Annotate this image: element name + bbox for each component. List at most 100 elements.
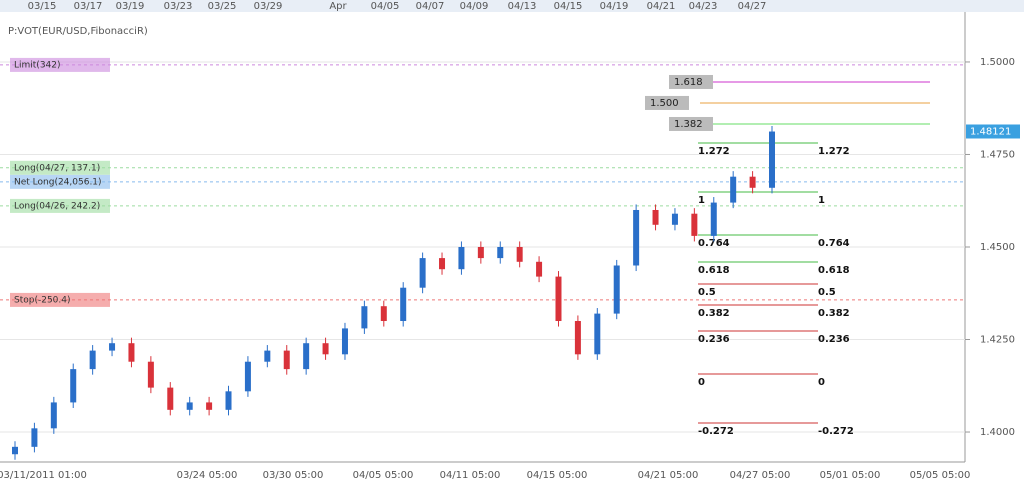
order-box xyxy=(10,160,110,175)
candle-body xyxy=(264,350,271,362)
top-label: 03/19 xyxy=(116,1,145,12)
bottom-label: 04/15 05:00 xyxy=(527,470,588,481)
y-tick-label: 1.4000 xyxy=(980,427,1015,438)
candle-body xyxy=(186,402,193,410)
candle-body xyxy=(167,387,174,410)
fib-label: 0.382 xyxy=(818,308,850,319)
top-label: 03/29 xyxy=(254,1,283,12)
last-price-label: 1.48121 xyxy=(970,126,1011,137)
candle-body xyxy=(225,391,232,410)
fib-label: -0.272 xyxy=(698,426,734,437)
bottom-label: 05/01 05:00 xyxy=(820,470,881,481)
candle-body xyxy=(477,246,484,259)
candle-body xyxy=(439,258,446,270)
order-box xyxy=(10,57,110,72)
top-label: 04/19 xyxy=(600,1,629,12)
fib-label: 0.5 xyxy=(818,287,836,298)
candle-body xyxy=(555,276,562,322)
fib-label: 1 xyxy=(818,195,825,206)
fib-label: 0.618 xyxy=(698,265,730,276)
bottom-label: 03/30 05:00 xyxy=(263,470,324,481)
candle-body xyxy=(458,246,465,270)
order-label: Net Long(24,056.1) xyxy=(14,177,102,187)
fib-label: 1.618 xyxy=(674,77,703,88)
bottom-label: 04/27 05:00 xyxy=(730,470,791,481)
top-label: 04/07 xyxy=(416,1,445,12)
fib-box xyxy=(669,116,713,131)
order-label: Limit(342) xyxy=(14,60,61,70)
bottom-label: 04/05 05:00 xyxy=(353,470,414,481)
order-label: Long(04/26, 242.2) xyxy=(14,201,100,211)
last-price-box xyxy=(966,124,1020,139)
top-label: 03/25 xyxy=(208,1,237,12)
candle-body xyxy=(50,402,57,429)
fib-box xyxy=(669,74,713,89)
fib-label: 1.382 xyxy=(674,119,703,130)
candle-body xyxy=(244,361,251,392)
candle-body xyxy=(12,446,18,455)
candle-body xyxy=(303,343,310,370)
order-box xyxy=(10,198,110,213)
candle-body xyxy=(516,246,523,262)
indicator-label: P:VOT(EUR/USD,FibonacciR) xyxy=(8,26,148,37)
candle-body xyxy=(730,176,737,203)
candle-body xyxy=(283,350,290,370)
order-label: Stop(-250.4) xyxy=(14,295,71,305)
bottom-label: 03/24 05:00 xyxy=(177,470,238,481)
fib-label: 1.500 xyxy=(650,98,679,109)
candle-body xyxy=(633,209,640,266)
fib-label: 0.618 xyxy=(818,265,850,276)
candle-body xyxy=(109,343,116,351)
top-label: 03/23 xyxy=(164,1,193,12)
top-label: 04/15 xyxy=(554,1,583,12)
top-label: Apr xyxy=(329,1,347,12)
fib-label: -0.272 xyxy=(818,426,854,437)
candle-body xyxy=(147,361,154,388)
bottom-label: 04/11 05:00 xyxy=(440,470,501,481)
candle-body xyxy=(206,402,213,410)
candle-body xyxy=(341,328,348,355)
top-label: 04/13 xyxy=(508,1,537,12)
candle-body xyxy=(31,428,38,447)
candle-body xyxy=(769,131,775,188)
y-tick-label: 1.4250 xyxy=(980,335,1015,346)
bottom-label: 03/11/2011 01:00 xyxy=(0,470,87,481)
candle-body xyxy=(128,343,135,362)
order-box xyxy=(10,292,110,307)
candle-body xyxy=(594,313,601,355)
candle-body xyxy=(691,213,698,236)
fib-label: 1 xyxy=(698,195,705,206)
y-tick-label: 1.4750 xyxy=(980,149,1015,160)
fib-label: 0.764 xyxy=(818,238,850,249)
candle-body xyxy=(361,306,368,329)
top-label: 04/21 xyxy=(647,1,676,12)
candle-body xyxy=(749,176,756,188)
candle-body xyxy=(322,343,329,355)
candle-body xyxy=(671,213,678,225)
fib-label: 0.764 xyxy=(698,238,730,249)
fib-label: 0.236 xyxy=(698,334,730,345)
candle-body xyxy=(400,287,407,322)
fib-label: 0 xyxy=(698,377,705,388)
candle-body xyxy=(536,261,543,277)
fib-box xyxy=(645,95,689,110)
candle-body xyxy=(574,321,581,355)
top-label: 04/09 xyxy=(460,1,489,12)
fib-label: 0.5 xyxy=(698,287,716,298)
candle-body xyxy=(710,202,717,236)
bottom-label: 05/05 05:00 xyxy=(910,470,971,481)
top-label: 03/17 xyxy=(74,1,103,12)
top-axis-bar xyxy=(0,0,1024,12)
bottom-label: 04/21 05:00 xyxy=(638,470,699,481)
order-label: Long(04/27, 137.1) xyxy=(14,163,100,173)
fib-label: 1.272 xyxy=(698,146,730,157)
candle-body xyxy=(89,350,96,370)
top-label: 04/27 xyxy=(738,1,767,12)
fib-label: 0 xyxy=(818,377,825,388)
y-tick-label: 1.4500 xyxy=(980,242,1015,253)
fib-label: 1.272 xyxy=(818,146,850,157)
top-label: 04/23 xyxy=(689,1,718,12)
candle-body xyxy=(419,258,426,288)
